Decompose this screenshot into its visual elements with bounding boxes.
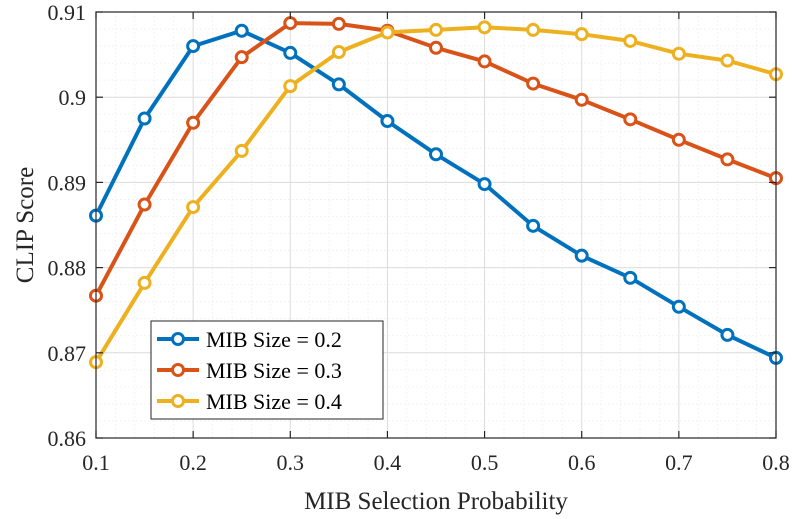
legend: MIB Size = 0.2 MIB Size = 0.3 MIB Size = 0… <box>150 320 384 420</box>
data-point <box>671 46 686 61</box>
data-point <box>186 39 201 54</box>
data-point <box>137 111 152 126</box>
x-tick-label: 0.4 <box>374 450 402 475</box>
data-point <box>429 147 443 162</box>
data-point <box>186 115 201 130</box>
x-tick-label: 0.2 <box>179 450 207 475</box>
data-point <box>331 77 346 92</box>
y-tick-label: 0.91 <box>48 0 87 25</box>
legend-item: MIB Size = 0.2 <box>157 327 342 352</box>
x-tick-label: 0.3 <box>277 450 305 475</box>
axis-ticks: 0.1 0.2 0.3 0.4 0.5 0.6 0.7 0.8 0.86 0.87 0.88 0.89… <box>48 0 790 475</box>
data-point <box>477 20 492 35</box>
legend-swatch-marker <box>171 363 185 377</box>
data-point <box>380 25 395 40</box>
data-point <box>720 152 735 167</box>
data-point <box>574 92 589 107</box>
x-tick-label: 0.1 <box>82 450 110 475</box>
data-point <box>283 45 298 60</box>
data-point <box>234 23 249 38</box>
data-point <box>283 79 298 94</box>
data-point <box>623 270 638 285</box>
data-point <box>623 33 638 48</box>
data-point <box>234 143 249 158</box>
data-point <box>574 248 589 263</box>
data-point <box>331 16 346 31</box>
data-point <box>331 45 346 60</box>
plot-frame <box>95 11 777 439</box>
data-point <box>720 53 735 68</box>
data-point <box>429 40 443 55</box>
data-point <box>720 327 735 342</box>
series-1 <box>89 23 783 365</box>
data-point <box>526 76 541 91</box>
legend-swatch-marker <box>171 394 185 408</box>
x-tick-label: 0.7 <box>665 450 693 475</box>
series-3 <box>89 20 783 370</box>
data-point <box>623 112 638 127</box>
data-point <box>234 50 249 65</box>
data-point <box>526 22 541 37</box>
y-tick-label: 0.9 <box>59 85 87 110</box>
legend-item: MIB Size = 0.3 <box>157 358 342 383</box>
data-point <box>477 177 492 192</box>
legend-item: MIB Size = 0.4 <box>157 389 342 414</box>
series-group <box>89 16 783 370</box>
x-tick-label: 0.6 <box>568 450 596 475</box>
y-tick-label: 0.86 <box>48 426 87 451</box>
data-point <box>186 200 201 215</box>
data-point <box>526 218 541 233</box>
series-line <box>94 25 777 364</box>
data-point <box>671 132 686 147</box>
data-point <box>380 114 395 129</box>
data-point <box>283 16 298 31</box>
y-tick-label: 0.87 <box>48 341 87 366</box>
y-axis-label: CLIP Score <box>12 167 39 283</box>
legend-swatch-marker <box>171 332 185 346</box>
data-point <box>429 22 443 37</box>
data-point <box>671 299 686 314</box>
y-tick-label: 0.89 <box>48 170 87 195</box>
data-point <box>574 27 589 42</box>
x-tick-label: 0.5 <box>471 450 499 475</box>
x-axis-label: MIB Selection Probability <box>304 488 568 515</box>
legend-label: MIB Size = 0.4 <box>206 389 342 414</box>
x-tick-label: 0.8 <box>762 450 790 475</box>
y-tick-label: 0.88 <box>48 256 87 281</box>
data-point <box>137 275 152 290</box>
legend-label: MIB Size = 0.2 <box>206 327 342 352</box>
legend-label: MIB Size = 0.3 <box>206 358 342 383</box>
data-point <box>137 197 152 212</box>
data-point <box>477 54 492 69</box>
